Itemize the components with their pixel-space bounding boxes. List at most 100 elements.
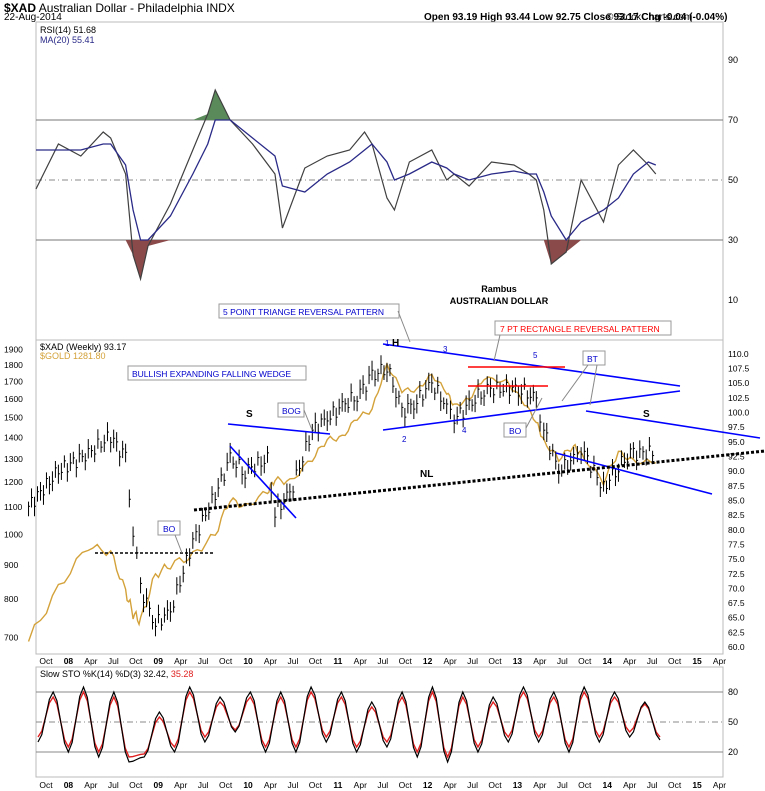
price-axis-ticks: 60.0 62.5 65.0 67.5 70.0 72.5 75.0 77.5 80.0 82.5…	[4, 345, 750, 653]
x-label: 14	[603, 780, 613, 790]
price-left-tick: 1600	[4, 394, 23, 404]
copyright: © StockCharts.com	[606, 12, 693, 23]
price-left-tick: 1400	[4, 433, 23, 443]
x-label: Jul	[108, 780, 119, 790]
point-4-label: 4	[462, 426, 467, 435]
rambus-label: Rambus	[481, 284, 517, 294]
rsi-line	[35, 88, 657, 282]
price-panel	[35, 339, 724, 655]
x-label: Apr	[264, 780, 277, 790]
price-right-tick: 95.0	[728, 437, 745, 447]
svg-text:5 POINT TRIANGE REVERSAL PATTE: 5 POINT TRIANGE REVERSAL PATTERN	[223, 307, 384, 317]
price-right-tick: 77.5	[728, 539, 745, 549]
x-label: 08	[64, 780, 74, 790]
x-label: Apr	[264, 656, 277, 666]
x-label: Apr	[443, 656, 456, 666]
price-right-tick: 60.0	[728, 642, 745, 652]
price-right-tick: 80.0	[728, 525, 745, 535]
triangle-callout: 5 POINT TRIANGE REVERSAL PATTERN	[218, 303, 411, 343]
price-right-tick: 82.5	[728, 510, 745, 520]
rsi-tick-90: 90	[728, 55, 738, 65]
x-label: Apr	[623, 780, 636, 790]
x-label: 08	[64, 656, 74, 666]
price-left-tick: 1300	[4, 454, 23, 464]
triangle-lower-line	[382, 390, 681, 431]
price-left-tick: 1800	[4, 360, 23, 370]
chart-symbol: $XAD Australian Dollar - Philadelphia IN…	[4, 1, 235, 15]
chart-date: 22-Aug-2014	[4, 12, 62, 23]
stochastic-k-line	[37, 685, 661, 764]
rsi-panel	[35, 21, 724, 343]
x-label: Jul	[647, 656, 658, 666]
x-label: 11	[333, 780, 342, 790]
x-label: 11	[333, 656, 342, 666]
rsi-tick-50: 50	[728, 175, 738, 185]
price-left-tick: 900	[4, 560, 18, 570]
x-label: Oct	[399, 656, 413, 666]
price-right-tick: 92.5	[728, 451, 745, 461]
x-label: Oct	[668, 780, 682, 790]
x-label: 09	[154, 656, 164, 666]
x-label: 13	[513, 780, 523, 790]
price-right-tick: 70.0	[728, 583, 745, 593]
x-label: Oct	[668, 656, 682, 666]
gold-line	[27, 361, 656, 642]
x-label: Apr	[713, 656, 726, 666]
x-label: Oct	[399, 780, 413, 790]
gold-legend: $GOLD 1281.80	[40, 351, 106, 361]
svg-text:7 PT RECTANGLE REVERSAL PATTER: 7 PT RECTANGLE REVERSAL PATTERN	[500, 324, 660, 334]
bt-callout: BT	[561, 350, 606, 406]
x-label: Apr	[443, 780, 456, 790]
x-label: 15	[692, 780, 702, 790]
sto-tick-80: 80	[728, 687, 738, 697]
price-right-tick: 67.5	[728, 598, 745, 608]
price-right-tick: 85.0	[728, 495, 745, 505]
point-3-label: 3	[443, 345, 448, 354]
price-right-tick: 110.0	[728, 349, 749, 359]
x-axis-labels-stochastic: Oct 08 Apr Jul Oct 09 Apr Jul Oct 10 Apr Jul Oct 11 Ap…	[39, 780, 726, 790]
x-label: Oct	[129, 656, 143, 666]
price-right-tick: 100.0	[728, 407, 750, 417]
point-1-label: 1	[385, 339, 390, 348]
x-label: 13	[513, 656, 523, 666]
x-label: Oct	[488, 656, 502, 666]
x-axis-labels-price: Oct 08 Apr Jul Oct 09 Apr Jul Oct 10 Apr Jul Oct 11 Ap…	[39, 656, 726, 666]
x-label: Oct	[578, 656, 592, 666]
x-label: Jul	[557, 780, 568, 790]
rsi-tick-10: 10	[728, 295, 738, 305]
x-label: Apr	[84, 780, 97, 790]
neckline-label: NL	[420, 469, 433, 480]
svg-text:BO: BO	[163, 524, 176, 534]
x-label: Apr	[84, 656, 97, 666]
x-label: Oct	[309, 656, 323, 666]
price-right-tick: 62.5	[728, 627, 745, 637]
rectangle-callout: 7 PT RECTANGLE REVERSAL PATTERN	[493, 320, 672, 362]
bo-callout-left: BO	[157, 520, 183, 554]
wedge-callout: BULLISH EXPANDING FALLING WEDGE	[127, 365, 307, 381]
price-left-tick: 1900	[4, 345, 23, 355]
x-label: Oct	[39, 780, 53, 790]
svg-text:BO: BO	[509, 426, 522, 436]
ohlc-readout: Open 93.19 High 93.44 Low 92.75 Close 93…	[424, 12, 728, 23]
price-left-tick: 800	[4, 594, 18, 604]
price-right-tick: 72.5	[728, 569, 745, 579]
channel-upper-line	[585, 410, 761, 439]
x-label: Apr	[174, 780, 187, 790]
svg-text:BT: BT	[587, 354, 598, 364]
rsi-ma-line	[36, 119, 657, 242]
x-label: Oct	[309, 780, 323, 790]
price-right-tick: 107.5	[728, 363, 750, 373]
x-label: 10	[243, 656, 253, 666]
point-5-label: 5	[533, 351, 538, 360]
x-label: Oct	[219, 780, 233, 790]
wedge-upper-line	[227, 423, 331, 435]
price-left-tick: 700	[4, 632, 18, 642]
x-label: 15	[692, 656, 702, 666]
x-label: Jul	[557, 656, 568, 666]
x-label: Jul	[377, 656, 388, 666]
svg-text:BULLISH EXPANDING FALLING WEDG: BULLISH EXPANDING FALLING WEDGE	[132, 369, 291, 379]
price-right-tick: 105.0	[728, 378, 750, 388]
x-label: Oct	[39, 656, 53, 666]
point-2-label: 2	[402, 435, 407, 444]
price-right-tick: 102.5	[728, 393, 750, 403]
